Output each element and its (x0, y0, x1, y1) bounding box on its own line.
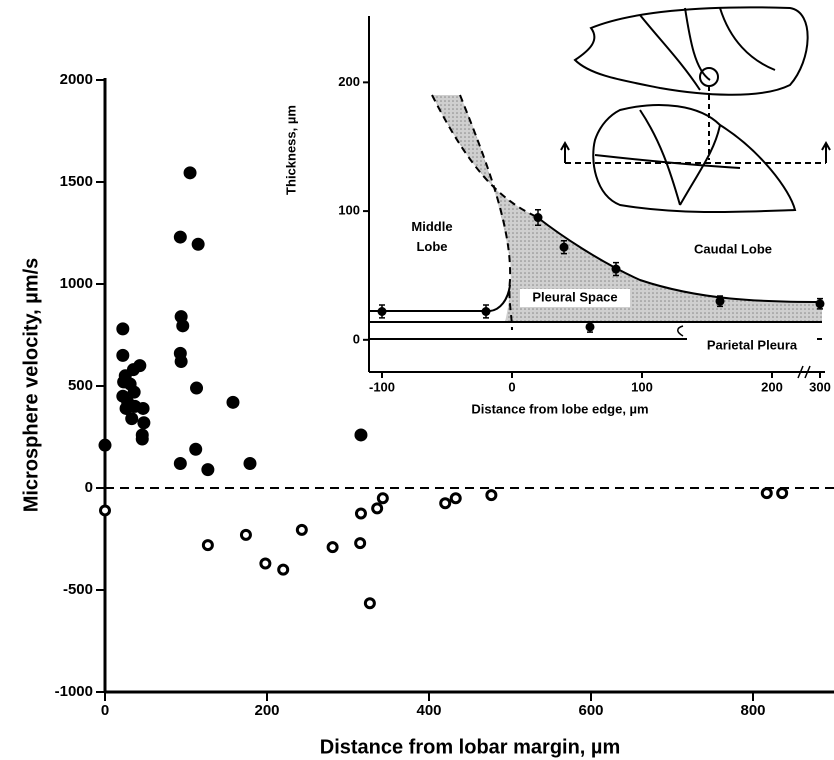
x-tick-label: 600 (578, 702, 603, 719)
data-point (136, 401, 150, 415)
data-point (481, 306, 491, 316)
data-point (116, 348, 130, 362)
data-point (363, 597, 376, 610)
data-point (585, 322, 595, 332)
annotation: Middle Lobe (411, 219, 452, 254)
data-point (176, 319, 190, 333)
y-tick-label: 2000 (60, 71, 93, 88)
data-point (173, 230, 187, 244)
x-tick-label: 0 (101, 702, 109, 719)
data-point (354, 428, 368, 442)
data-point (173, 457, 187, 471)
data-point (533, 213, 543, 223)
x-tick-label: -100 (369, 379, 395, 394)
data-point (239, 528, 252, 541)
data-point (190, 381, 204, 395)
x-tick-label: 0 (508, 379, 515, 394)
y-tick-label: 200 (338, 74, 360, 89)
data-point (485, 489, 498, 502)
data-point (371, 502, 384, 515)
data-point (135, 432, 149, 446)
data-point (116, 322, 130, 336)
data-point (201, 463, 215, 477)
data-point (174, 355, 188, 369)
data-point (377, 306, 387, 316)
data-point (137, 416, 151, 430)
annotation: Pleural Space (532, 289, 617, 304)
data-point (715, 296, 725, 306)
y-tick-label: 0 (85, 479, 93, 496)
data-point (259, 557, 272, 570)
data-point (99, 504, 111, 517)
data-point (354, 507, 367, 520)
data-point (760, 487, 773, 500)
annotation: Parietal Pleura (707, 337, 798, 352)
data-point (326, 541, 339, 554)
inset-illustration (369, 6, 831, 340)
annotation: Caudal Lobe (694, 241, 772, 256)
data-point (117, 375, 131, 389)
data-point (295, 523, 308, 536)
data-point (183, 166, 197, 180)
x-axis-label: Distance from lobar margin, µm (320, 736, 620, 758)
data-point (277, 563, 290, 576)
data-point (815, 299, 825, 309)
y-tick-label: 0 (353, 331, 360, 346)
y-tick-label: -1000 (55, 683, 93, 700)
y-tick-label: 1500 (60, 173, 93, 190)
data-point (98, 438, 112, 452)
data-point (439, 497, 452, 510)
data-point (133, 359, 147, 373)
annotation-bg (687, 337, 817, 355)
x-tick-label: 200 (254, 702, 279, 719)
data-point (201, 539, 214, 552)
y-tick-label: -500 (63, 581, 93, 598)
y-tick-label: 500 (68, 377, 93, 394)
data-point (127, 385, 141, 399)
x-axis-label: Distance from lobe edge, µm (471, 401, 648, 416)
annotation-bg (520, 289, 630, 307)
x-tick-label: 100 (631, 379, 653, 394)
x-tick-label: 800 (740, 702, 765, 719)
data-point (376, 492, 389, 505)
x-tick-label: 300 (809, 379, 831, 394)
x-tick-label: 200 (761, 379, 783, 394)
y-axis-label: Microsphere velocity, µm/s (20, 258, 42, 513)
axis-break (797, 365, 811, 379)
data-point (559, 242, 569, 252)
data-point (191, 237, 205, 251)
data-point (243, 457, 257, 471)
data-point (354, 537, 367, 550)
data-point (226, 395, 240, 409)
data-point (125, 412, 139, 426)
y-tick-label: 1000 (60, 275, 93, 292)
data-point (776, 487, 789, 500)
x-tick-label: 400 (416, 702, 441, 719)
data-point (449, 492, 462, 505)
y-tick-label: 100 (338, 203, 360, 218)
y-axis-label: Thickness, µm (283, 105, 298, 195)
data-point (611, 264, 621, 274)
data-point (189, 442, 203, 456)
